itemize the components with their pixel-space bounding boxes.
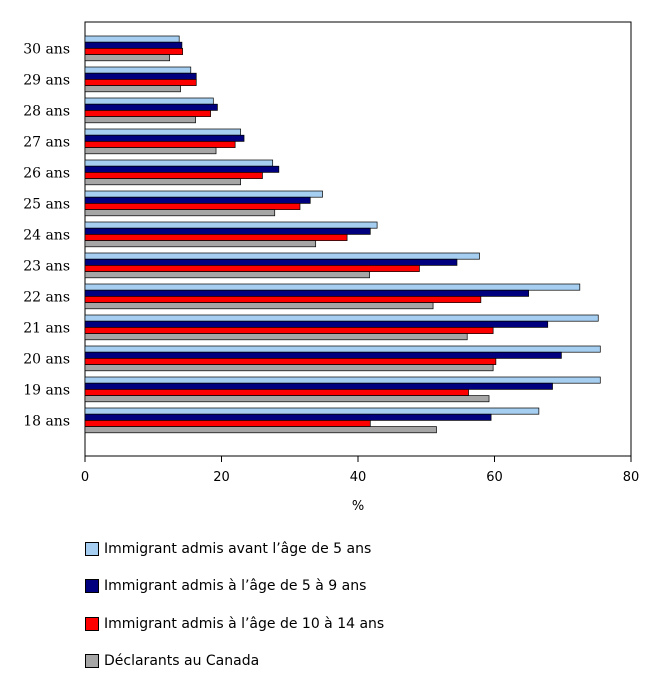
bar-2-27-ans bbox=[85, 135, 244, 141]
legend-item: Immigrant admis à l’âge de 10 à 14 ans bbox=[85, 605, 384, 643]
bar-1-26-ans bbox=[85, 160, 273, 166]
bar-3-25-ans bbox=[85, 203, 300, 209]
bar-3-27-ans bbox=[85, 141, 235, 147]
y-tick-label: 28 ans bbox=[23, 103, 70, 119]
bar-3-22-ans bbox=[85, 296, 481, 302]
bar-3-21-ans bbox=[85, 327, 493, 333]
legend-item: Immigrant admis à l’âge de 5 à 9 ans bbox=[85, 568, 384, 606]
bar-1-23-ans bbox=[85, 253, 479, 259]
legend-swatch bbox=[85, 542, 99, 556]
legend-label: Immigrant admis avant l’âge de 5 ans bbox=[104, 541, 371, 557]
bar-3-18-ans bbox=[85, 420, 370, 426]
bar-1-20-ans bbox=[85, 346, 600, 352]
bar-4-28-ans bbox=[85, 117, 196, 123]
bar-2-23-ans bbox=[85, 259, 457, 265]
bar-1-18-ans bbox=[85, 408, 539, 414]
bar-2-28-ans bbox=[85, 104, 217, 110]
bar-4-29-ans bbox=[85, 86, 181, 92]
bar-4-26-ans bbox=[85, 179, 241, 185]
legend-label: Immigrant admis à l’âge de 5 à 9 ans bbox=[104, 578, 366, 594]
bar-4-20-ans bbox=[85, 365, 493, 371]
bar-4-21-ans bbox=[85, 334, 467, 340]
bar-3-29-ans bbox=[85, 79, 196, 85]
bar-4-27-ans bbox=[85, 148, 216, 154]
y-tick-label: 26 ans bbox=[23, 165, 70, 181]
bar-4-25-ans bbox=[85, 210, 275, 216]
bar-3-26-ans bbox=[85, 172, 262, 178]
x-axis-label: % bbox=[352, 499, 364, 514]
bar-1-30-ans bbox=[85, 36, 179, 42]
legend-item: Déclarants au Canada bbox=[85, 643, 384, 680]
y-tick-label: 22 ans bbox=[23, 289, 70, 305]
legend-swatch bbox=[85, 617, 99, 631]
bar-3-24-ans bbox=[85, 234, 347, 240]
bar-2-20-ans bbox=[85, 352, 561, 358]
bar-1-29-ans bbox=[85, 67, 191, 73]
bar-2-24-ans bbox=[85, 228, 370, 234]
bar-3-28-ans bbox=[85, 110, 211, 116]
x-tick-label: 80 bbox=[623, 470, 640, 485]
bar-2-26-ans bbox=[85, 166, 279, 172]
bar-2-30-ans bbox=[85, 42, 182, 48]
y-tick-label: 24 ans bbox=[23, 227, 70, 243]
bar-3-23-ans bbox=[85, 265, 419, 271]
y-tick-label: 18 ans bbox=[23, 413, 70, 429]
plot-area: 30 ans 29 ans 28 ans 27 ans 26 ans 25 ans 24 a… bbox=[23, 22, 639, 485]
bar-4-24-ans bbox=[85, 241, 316, 247]
legend-label: Déclarants au Canada bbox=[104, 653, 259, 669]
y-tick-label: 21 ans bbox=[23, 320, 70, 336]
bar-4-30-ans bbox=[85, 55, 170, 61]
bar-1-28-ans bbox=[85, 98, 213, 104]
bar-3-20-ans bbox=[85, 358, 496, 364]
bar-1-21-ans bbox=[85, 315, 598, 321]
bar-2-19-ans bbox=[85, 383, 553, 389]
bar-1-22-ans bbox=[85, 284, 580, 290]
bar-2-21-ans bbox=[85, 321, 548, 327]
x-tick-label: 60 bbox=[486, 470, 503, 485]
bar-4-23-ans bbox=[85, 272, 370, 278]
bar-3-30-ans bbox=[85, 48, 183, 54]
bar-1-25-ans bbox=[85, 191, 323, 197]
x-tick-label: 40 bbox=[350, 470, 367, 485]
bar-1-19-ans bbox=[85, 377, 600, 383]
y-tick-label: 29 ans bbox=[23, 72, 70, 88]
y-tick-label: 25 ans bbox=[23, 196, 70, 212]
y-tick-label: 30 ans bbox=[23, 41, 70, 57]
bar-2-22-ans bbox=[85, 290, 529, 296]
bar-4-19-ans bbox=[85, 396, 489, 402]
y-tick-label: 19 ans bbox=[23, 382, 70, 398]
bar-3-19-ans bbox=[85, 389, 469, 395]
y-tick-label: 20 ans bbox=[23, 351, 70, 367]
legend-swatch bbox=[85, 654, 99, 668]
x-tick-label: 20 bbox=[213, 470, 230, 485]
bar-2-25-ans bbox=[85, 197, 310, 203]
legend-label: Immigrant admis à l’âge de 10 à 14 ans bbox=[104, 616, 384, 632]
bar-1-24-ans bbox=[85, 222, 377, 228]
x-tick-label: 0 bbox=[81, 470, 89, 485]
bar-4-18-ans bbox=[85, 427, 436, 433]
bar-chart: 30 ans 29 ans 28 ans 27 ans 26 ans 25 ans 24 a… bbox=[0, 0, 670, 530]
bar-4-22-ans bbox=[85, 303, 433, 309]
bar-2-29-ans bbox=[85, 73, 196, 79]
bar-1-27-ans bbox=[85, 129, 241, 135]
legend: Immigrant admis avant l’âge de 5 ans Immi… bbox=[85, 530, 384, 680]
y-tick-label: 23 ans bbox=[23, 258, 70, 274]
bar-2-18-ans bbox=[85, 414, 491, 420]
y-tick-label: 27 ans bbox=[23, 134, 70, 150]
legend-swatch bbox=[85, 579, 99, 593]
legend-item: Immigrant admis avant l’âge de 5 ans bbox=[85, 530, 384, 568]
